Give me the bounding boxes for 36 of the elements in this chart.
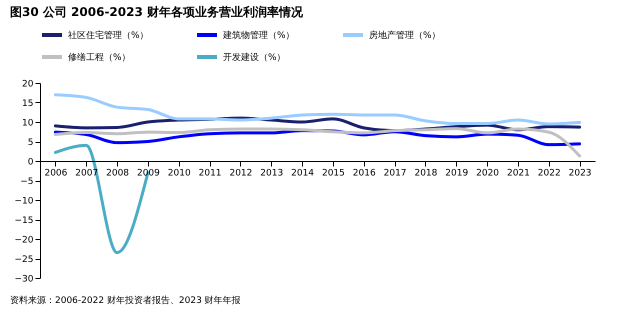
legend-label: 开发建设（%）	[223, 52, 286, 63]
x-tick-label: 2014	[291, 168, 314, 178]
x-tick-label: 2006	[44, 168, 68, 178]
x-tick-label: 2023	[568, 168, 592, 178]
y-tick-label: −5	[20, 177, 34, 187]
legend-label: 社区住宅管理（%）	[68, 30, 149, 41]
x-tick-label: 2021	[506, 168, 530, 178]
x-tick-label: 2022	[538, 168, 561, 178]
y-tick-label: 10	[22, 118, 34, 128]
x-tick-label: 2013	[260, 168, 284, 178]
y-tick-label: −30	[14, 274, 34, 284]
y-tick-label: 0	[28, 158, 34, 168]
x-tick-label: 2012	[229, 168, 252, 178]
text: 资料来源：2006-2022 财年投资者报告、2023 财年年报	[10, 295, 241, 306]
legend-label: 建筑物管理（%）	[222, 30, 295, 41]
y-tick-label: −10	[14, 196, 34, 206]
y-tick-label: −15	[14, 216, 34, 226]
y-tick-label: −20	[14, 236, 34, 246]
x-tick-label: 2008	[106, 168, 130, 178]
line-series	[54, 93, 582, 126]
x-tick-label: 2015	[322, 168, 345, 178]
chart-title: 图30 公司 2006-2023 财年各项业务营业利润率情况	[10, 5, 304, 19]
legend-label: 房地产管理（%）	[369, 30, 441, 41]
x-tick-label: 2017	[384, 168, 407, 178]
y-tick-label: 5	[28, 138, 34, 148]
y-tick-label: 20	[22, 80, 34, 90]
line-series	[54, 127, 582, 158]
x-tick-label: 2019	[445, 168, 468, 178]
x-tick-label: 2010	[168, 168, 191, 178]
x-tick-label: 2011	[198, 168, 222, 178]
legend-label: 修缮工程（%）	[68, 52, 131, 63]
y-tick-label: 15	[22, 99, 34, 109]
x-tick-label: 2020	[476, 168, 500, 178]
y-tick-label: −25	[14, 255, 34, 265]
x-tick-label: 2016	[352, 168, 376, 178]
x-tick-label: 2018	[414, 168, 438, 178]
